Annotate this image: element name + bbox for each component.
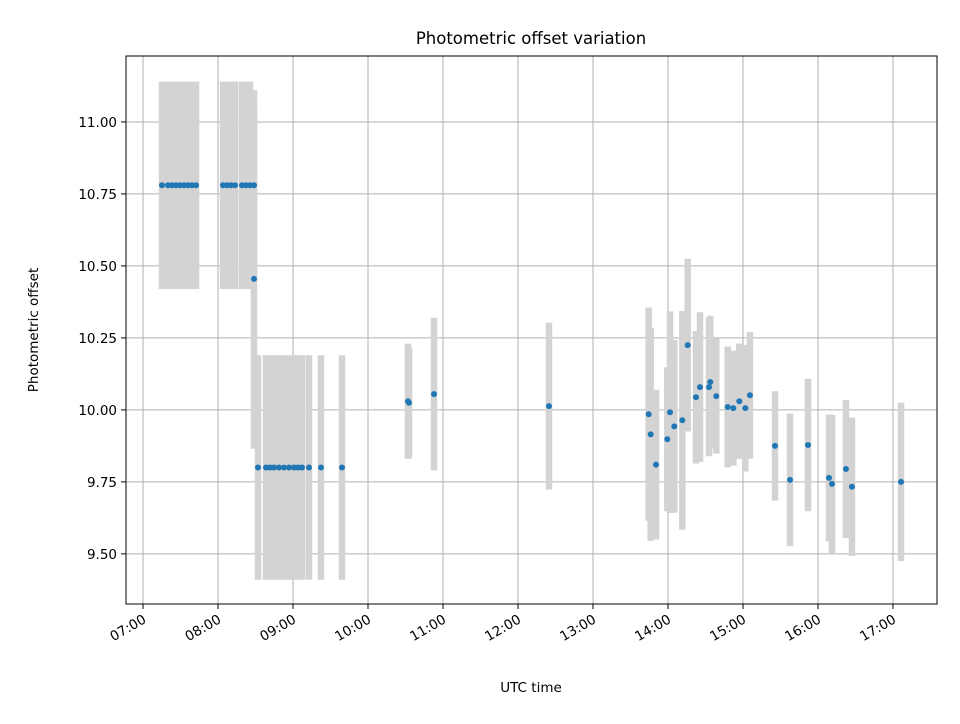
x-tick-label: 10:00	[332, 612, 374, 645]
data-point	[545, 403, 552, 410]
data-point	[193, 182, 200, 189]
data-point	[664, 436, 671, 443]
plot-frame	[125, 55, 938, 605]
y-tick-label: 9.50	[87, 547, 117, 563]
data-point	[431, 391, 438, 398]
data-point	[671, 423, 678, 430]
data-point	[829, 480, 836, 487]
data-point	[281, 464, 288, 471]
data-point	[251, 182, 258, 189]
chart-title: Photometric offset variation	[416, 29, 646, 48]
data-point	[158, 182, 165, 189]
x-axis-label: UTC time	[500, 680, 562, 696]
data-point	[772, 442, 779, 449]
data-point	[713, 393, 720, 400]
data-point	[842, 465, 849, 472]
data-point	[724, 404, 731, 411]
y-tick-label: 10.25	[78, 331, 117, 347]
data-point	[305, 464, 312, 471]
data-point	[848, 483, 855, 490]
data-point	[275, 464, 282, 471]
data-point	[730, 405, 737, 412]
data-point	[251, 275, 258, 282]
data-point	[805, 442, 812, 449]
data-point	[692, 394, 699, 401]
x-tick-label: 12:00	[482, 612, 524, 645]
y-axis-label: Photometric offset	[26, 268, 42, 392]
y-axis: 9.50 9.75 10.00 10.25 10.50 10.75 11.00	[78, 115, 126, 563]
y-tick-label: 10.75	[78, 187, 117, 203]
data-point	[898, 478, 905, 485]
y-tick-label: 11.00	[78, 115, 117, 131]
data-point	[271, 464, 278, 471]
data-point	[679, 417, 686, 424]
data-point	[254, 464, 261, 471]
data-point	[286, 464, 293, 471]
data-point	[338, 464, 345, 471]
x-tick-label: 15:00	[707, 612, 749, 645]
data-point	[667, 409, 674, 416]
data-point	[406, 399, 413, 406]
data-point	[652, 461, 659, 468]
x-tick-label: 17:00	[857, 612, 899, 645]
data-point	[232, 182, 239, 189]
data-point	[647, 431, 654, 438]
data-point	[684, 342, 691, 349]
data-point	[697, 384, 704, 391]
data-point	[707, 378, 714, 385]
x-axis: 07:00 08:00 09:00 10:00 11:00 12:00 13:00 14:00…	[107, 604, 899, 645]
data-point	[742, 405, 749, 412]
data-point	[746, 392, 753, 399]
x-tick-label: 07:00	[107, 612, 149, 645]
data-point	[317, 464, 324, 471]
markers	[158, 182, 905, 490]
y-tick-label: 9.75	[87, 475, 117, 491]
x-tick-label: 08:00	[182, 612, 224, 645]
grid	[126, 56, 937, 604]
x-tick-label: 11:00	[407, 612, 449, 645]
data-point	[706, 384, 713, 391]
x-tick-label: 14:00	[632, 612, 674, 645]
data-point	[645, 411, 652, 418]
x-tick-label: 16:00	[782, 612, 824, 645]
data-point	[787, 476, 794, 483]
data-point	[736, 398, 743, 405]
x-tick-label: 13:00	[557, 612, 599, 645]
x-tick-label: 09:00	[257, 612, 299, 645]
y-tick-label: 10.00	[78, 403, 117, 419]
data-point	[826, 474, 833, 481]
y-tick-label: 10.50	[78, 259, 117, 275]
data-point	[299, 464, 306, 471]
